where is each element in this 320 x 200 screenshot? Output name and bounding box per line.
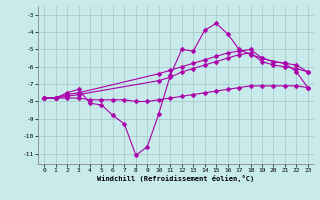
X-axis label: Windchill (Refroidissement éolien,°C): Windchill (Refroidissement éolien,°C) (97, 175, 255, 182)
